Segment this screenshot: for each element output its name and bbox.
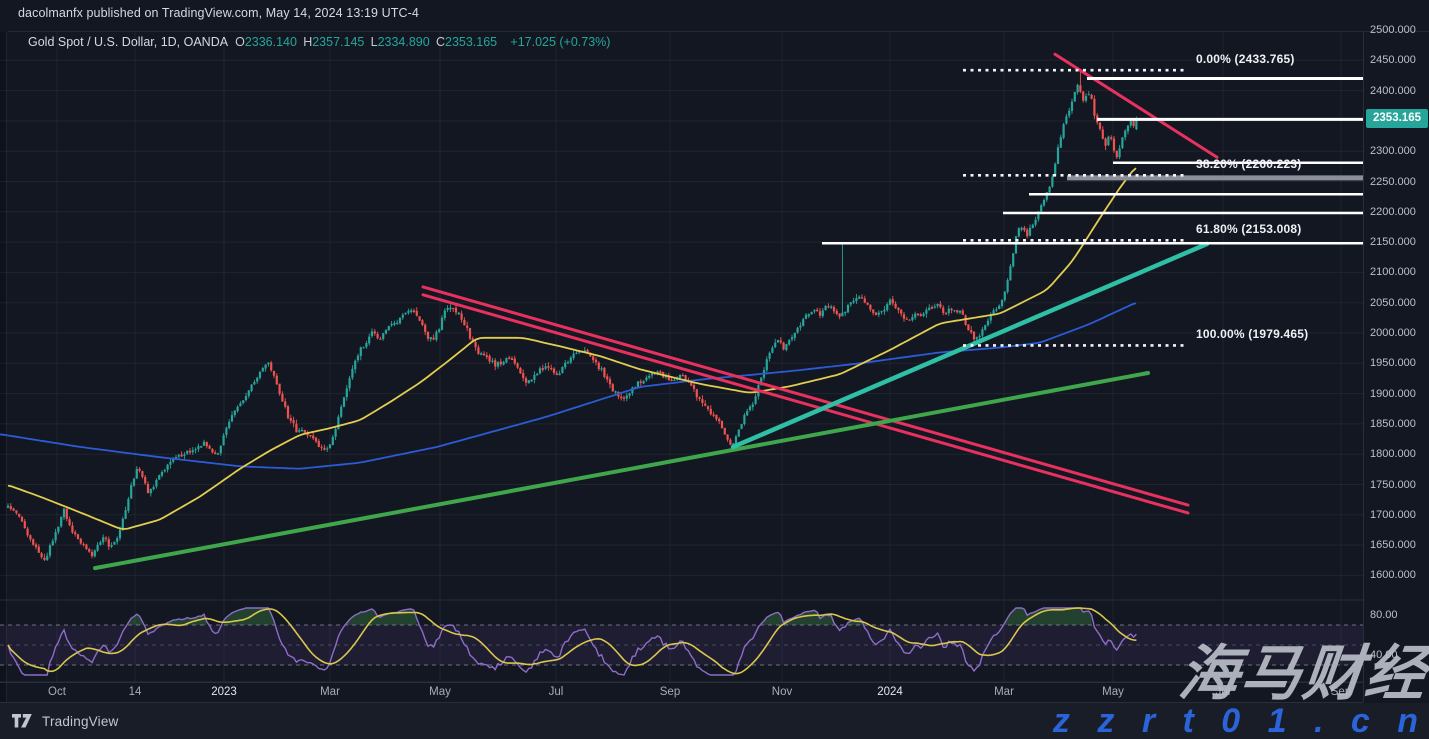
price-axis-tick: 2000.000 <box>1370 327 1416 339</box>
time-axis-tick: Jul <box>1215 686 1231 698</box>
tradingview-brand-text: TradingView <box>42 713 119 729</box>
price-axis-tick: 1600.000 <box>1370 569 1416 582</box>
price-axis-tick: 2150.000 <box>1370 236 1416 249</box>
ohlc-letter: O <box>235 35 245 49</box>
rsi-axis-tick: 80.00 <box>1370 609 1398 621</box>
price-axis-tick: 1700.000 <box>1370 508 1416 521</box>
change-value: +17.025 (+0.73%) <box>510 35 611 49</box>
fib-level-label: 61.80% (2153.008) <box>1196 222 1302 237</box>
candle-bodies-down <box>9 85 1135 560</box>
pane-divider <box>8 31 1429 32</box>
price-axis-tick: 2500.000 <box>1370 24 1416 36</box>
time-axis-tick: 2024 <box>877 686 903 698</box>
price-axis-tick: 2200.000 <box>1370 205 1416 218</box>
time-axis[interactable]: Oct 14 2023 Mar May Jul Sep Nov 2024 Mar May Jul Sep <box>0 682 1363 703</box>
chart-legend[interactable]: Gold Spot / U.S. Dollar, 1D, OANDA O2336… <box>28 35 610 49</box>
descending-channel-upper <box>421 285 1190 507</box>
price-axis-tick: 1750.000 <box>1370 478 1416 491</box>
time-axis-tick: Mar <box>994 686 1014 698</box>
time-axis-tick: May <box>429 686 451 698</box>
ma-fast-yellow-line <box>7 167 1137 530</box>
tradingview-logo[interactable]: TradingView <box>12 713 119 729</box>
price-axis-tick: 1800.000 <box>1370 448 1416 461</box>
time-axis-tick: Nov <box>771 686 793 698</box>
time-axis-tick: 2023 <box>211 686 237 698</box>
fib-level-label: 38.20% (2260.223) <box>1196 157 1302 172</box>
ohlc-value: 2336.140 <box>244 35 304 49</box>
price-axis-tick: 2250.000 <box>1370 175 1416 188</box>
fib-level-label: 0.00% (2433.765) <box>1196 52 1295 67</box>
ma-slow-blue-line <box>0 302 1137 470</box>
last-price-badge: 2353.165 <box>1366 109 1428 129</box>
time-axis-tick: Sep <box>659 686 681 698</box>
price-axis-tick: 2400.000 <box>1370 84 1416 97</box>
uptrend-from-oct-2023 <box>730 241 1210 450</box>
descending-channel-lower <box>421 293 1190 515</box>
candle-bodies-up <box>6 84 1138 561</box>
ohlc-letter: H <box>303 35 313 49</box>
price-axis-tick: 1850.000 <box>1370 417 1416 430</box>
left-gutter <box>0 32 7 702</box>
ohlc-value: 2357.145 <box>312 35 371 49</box>
tradingview-logo-icon <box>12 713 32 727</box>
price-axis-tick: 2100.000 <box>1370 266 1416 279</box>
rsi-band-fill <box>0 625 1363 665</box>
rsi-ma-line <box>7 607 1137 675</box>
short-term-downtrend <box>1053 52 1219 159</box>
ohlc-letter: C <box>435 35 445 49</box>
candle-wicks-up <box>7 83 1137 561</box>
ohlc-value: 2334.890 <box>377 35 436 49</box>
time-axis-tick: Jul <box>548 686 564 698</box>
time-axis-tick: May <box>1102 686 1124 698</box>
footer-bar: TradingView <box>0 703 1429 739</box>
ohlc-letter: L <box>370 35 378 49</box>
time-axis-tick: Sep <box>1330 686 1352 698</box>
long-term-uptrend <box>93 370 1150 571</box>
publisher-note: dacolmanfx published on TradingView.com,… <box>18 6 419 20</box>
fib-level-label: 100.00% (1979.465) <box>1196 327 1309 342</box>
time-axis-tick: 14 <box>128 686 142 698</box>
price-axis-tick: 2450.000 <box>1370 54 1416 67</box>
ohlc-values: O2336.140 H2357.145 L2334.890 C2353.165 <box>235 35 503 49</box>
price-axis[interactable]: 2353.165 2500.000 2450.000 2400.000 2300.00… <box>1363 24 1429 702</box>
price-axis-tick: 2050.000 <box>1370 296 1416 309</box>
time-axis-tick: Mar <box>320 686 340 698</box>
time-axis-tick: Oct <box>48 686 66 698</box>
price-axis-tick: 1950.000 <box>1370 357 1416 370</box>
ohlc-value: 2353.165 <box>445 35 504 49</box>
price-axis-tick: 1900.000 <box>1370 387 1416 400</box>
symbol-title[interactable]: Gold Spot / U.S. Dollar, 1D, OANDA <box>28 35 229 49</box>
price-axis-tick: 1650.000 <box>1370 539 1416 552</box>
rsi-overbought-fill <box>128 608 1092 625</box>
price-axis-tick: 2300.000 <box>1370 145 1416 158</box>
rsi-axis-tick: 40.00 <box>1370 649 1398 661</box>
